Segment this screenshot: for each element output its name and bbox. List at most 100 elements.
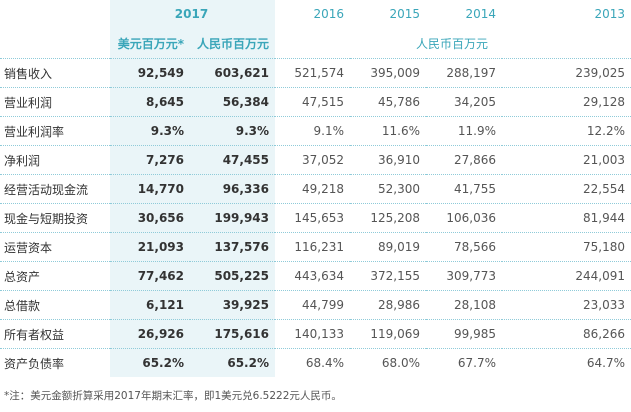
data-row: 净利润 7,276 47,455 37,052 36,910 27,866 21,003 (0, 145, 631, 175)
cell-value: 47,455 (190, 145, 275, 175)
row-label: 经营活动现金流 (0, 174, 110, 204)
blank (0, 0, 110, 28)
cell-value: 22,554 (502, 174, 631, 204)
row-label: 总资产 (0, 261, 110, 291)
data-row: 总资产 77,462 505,225 443,634 372,155 309,773 244… (0, 261, 631, 291)
row-label: 净利润 (0, 145, 110, 175)
cell-value: 288,197 (426, 58, 502, 88)
cell-value: 26,926 (110, 319, 190, 349)
cell-value: 521,574 (275, 58, 350, 88)
row-label: 总借款 (0, 290, 110, 320)
financial-table: 2017 2016 2015 2014 2013 美元百万元* 人民币百万元 人… (0, 0, 631, 377)
cell-value: 9.1% (275, 116, 350, 146)
cell-value: 56,384 (190, 87, 275, 117)
year-main: 2017 (174, 7, 209, 21)
data-row: 资产负债率 65.2% 65.2% 68.4% 68.0% 67.7% 64.7% (0, 348, 631, 377)
cell-value: 309,773 (426, 261, 502, 291)
cell-value: 505,225 (190, 261, 275, 291)
cell-value: 47,515 (275, 87, 350, 117)
blank (0, 28, 110, 59)
cell-value: 21,093 (110, 232, 190, 262)
cell-value: 145,653 (275, 203, 350, 233)
cell-value: 14,770 (110, 174, 190, 204)
cell-value: 89,019 (350, 232, 426, 262)
cell-value: 78,566 (426, 232, 502, 262)
cell-value: 81,944 (502, 203, 631, 233)
cell-value: 443,634 (275, 261, 350, 291)
cell-value: 23,033 (502, 290, 631, 320)
year: 2014 (465, 7, 496, 21)
cell-value: 239,025 (502, 58, 631, 88)
unit: 人民币百万元 (415, 36, 488, 51)
cell-value: 64.7% (502, 348, 631, 377)
cell-value: 28,986 (350, 290, 426, 320)
cell-value: 395,009 (350, 58, 426, 88)
cell-value: 199,943 (190, 203, 275, 233)
year: 2013 (594, 7, 625, 21)
row-label: 运营资本 (0, 232, 110, 262)
unit: 美元百万元* (117, 36, 184, 51)
cell-value: 11.6% (350, 116, 426, 146)
cell-value: 52,300 (350, 174, 426, 204)
cell-value: 28,108 (426, 290, 502, 320)
year: 2015 (389, 7, 420, 21)
unit: 人民币百万元 (196, 36, 269, 51)
cell-value: 30,656 (110, 203, 190, 233)
cell-value: 140,133 (275, 319, 350, 349)
data-row: 营业利润 8,645 56,384 47,515 45,786 34,205 29,128 (0, 87, 631, 117)
header-row: 2017 2016 2015 2014 2013 (0, 0, 631, 28)
cell-value: 175,616 (190, 319, 275, 349)
cell-value: 39,925 (190, 290, 275, 320)
cell-value: 37,052 (275, 145, 350, 175)
data-row: 所有者权益 26,926 175,616 140,133 119,069 99,985 86… (0, 319, 631, 349)
cell-value: 125,208 (350, 203, 426, 233)
cell-value: 6,121 (110, 290, 190, 320)
cell-value: 27,866 (426, 145, 502, 175)
year: 2016 (313, 7, 344, 21)
cell-value: 106,036 (426, 203, 502, 233)
cell-value: 75,180 (502, 232, 631, 262)
data-row: 营业利润率 9.3% 9.3% 9.1% 11.6% 11.9% 12.2% (0, 116, 631, 146)
cell-value: 45,786 (350, 87, 426, 117)
row-label: 所有者权益 (0, 319, 110, 349)
cell-value: 36,910 (350, 145, 426, 175)
cell-value: 116,231 (275, 232, 350, 262)
cell-value: 11.9% (426, 116, 502, 146)
cell-value: 65.2% (190, 348, 275, 377)
cell-value: 92,549 (110, 58, 190, 88)
cell-value: 119,069 (350, 319, 426, 349)
cell-value: 65.2% (110, 348, 190, 377)
cell-value: 9.3% (190, 116, 275, 146)
data-row: 现金与短期投资 30,656 199,943 145,653 125,208 106,03… (0, 203, 631, 233)
cell-value: 67.7% (426, 348, 502, 377)
data-row: 销售收入 92,549 603,621 521,574 395,009 288,197 23… (0, 58, 631, 88)
cell-value: 12.2% (502, 116, 631, 146)
footnote: *注：美元金额折算采用2017年期末汇率，即1美元兑6.5222元人民币。 (4, 390, 342, 402)
cell-value: 244,091 (502, 261, 631, 291)
row-label: 资产负债率 (0, 348, 110, 377)
unit-row: 美元百万元* 人民币百万元 人民币百万元 (0, 28, 631, 59)
cell-value: 29,128 (502, 87, 631, 117)
cell-value: 7,276 (110, 145, 190, 175)
data-row: 总借款 6,121 39,925 44,799 28,986 28,108 23,033 (0, 290, 631, 320)
cell-value: 44,799 (275, 290, 350, 320)
cell-value: 96,336 (190, 174, 275, 204)
cell-value: 77,462 (110, 261, 190, 291)
row-label: 现金与短期投资 (0, 203, 110, 233)
cell-value: 137,576 (190, 232, 275, 262)
cell-value: 34,205 (426, 87, 502, 117)
data-row: 经营活动现金流 14,770 96,336 49,218 52,300 41,755 22,… (0, 174, 631, 204)
cell-value: 21,003 (502, 145, 631, 175)
cell-value: 372,155 (350, 261, 426, 291)
row-label: 营业利润 (0, 87, 110, 117)
row-label: 销售收入 (0, 58, 110, 88)
cell-value: 68.0% (350, 348, 426, 377)
cell-value: 99,985 (426, 319, 502, 349)
data-row: 运营资本 21,093 137,576 116,231 89,019 78,566 75,1… (0, 232, 631, 262)
cell-value: 86,266 (502, 319, 631, 349)
row-label: 营业利润率 (0, 116, 110, 146)
cell-value: 49,218 (275, 174, 350, 204)
cell-value: 9.3% (110, 116, 190, 146)
cell-value: 8,645 (110, 87, 190, 117)
